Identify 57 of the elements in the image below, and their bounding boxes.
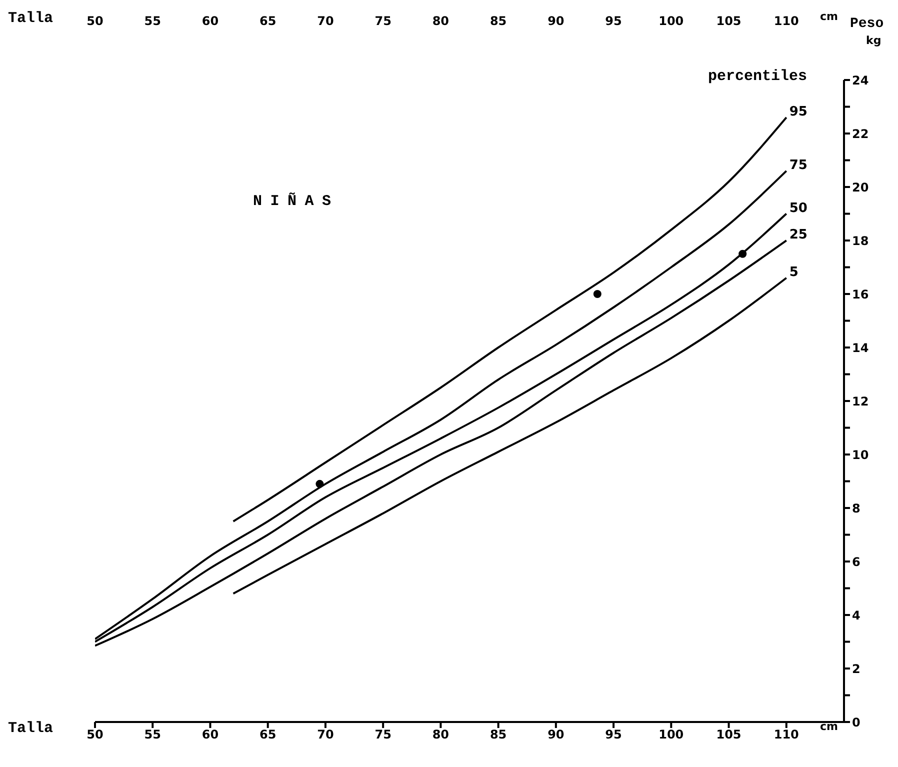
line-series <box>232 116 788 522</box>
y-tick-label: 16 <box>852 287 869 302</box>
x2-tick-label: 95 <box>605 14 622 28</box>
point <box>593 290 602 298</box>
text: NIÑAS <box>253 193 340 210</box>
series-label: 95 <box>789 104 808 120</box>
x2-tick-label: 80 <box>432 14 450 28</box>
x-tick-label: 65 <box>259 728 276 742</box>
y-tick-label: 18 <box>852 234 869 248</box>
x-tick-label: 95 <box>605 728 622 742</box>
y-tick-label: 2 <box>852 662 860 676</box>
line-series <box>232 276 788 595</box>
y-tick-label: 6 <box>852 554 860 569</box>
x-tick-label: 110 <box>774 728 799 742</box>
x-tick-label: 50 <box>86 728 104 742</box>
y-tick-label: 20 <box>852 180 869 194</box>
y-axis-title: Peso <box>850 16 884 32</box>
y-tick-label: 12 <box>852 394 869 408</box>
x-tick-label: 75 <box>374 728 392 742</box>
x2-tick-label: 105 <box>716 14 742 28</box>
y-tick-label: 24 <box>852 73 869 88</box>
y-tick-label: 0 <box>852 715 860 730</box>
x2-tick-label: 55 <box>144 14 161 28</box>
series-label: 50 <box>789 200 808 216</box>
x-tick-label: 80 <box>432 728 450 742</box>
x-tick-label: 100 <box>658 728 684 742</box>
x-tick-label: 70 <box>317 728 334 742</box>
y-tick-label: 8 <box>852 501 860 516</box>
x2-tick-label: 70 <box>317 14 334 28</box>
x2-tick-label: 75 <box>374 14 392 28</box>
x2-tick-label: 50 <box>86 14 104 28</box>
x-tick-label: 60 <box>202 728 219 742</box>
y-tick-label: 4 <box>852 608 860 622</box>
series-label: 5 <box>789 264 798 280</box>
x2-tick-label: 60 <box>202 14 219 28</box>
x-tick-label: 105 <box>716 728 742 742</box>
y-tick-label: 10 <box>852 448 869 462</box>
x2-tick-label: 110 <box>774 14 799 28</box>
x-tick-label: 90 <box>548 728 564 742</box>
text: cm <box>820 10 838 23</box>
y-tick-label: 14 <box>852 340 869 355</box>
series-label: 25 <box>789 228 808 242</box>
x2-tick-label: 100 <box>658 14 684 28</box>
x2-tick-label: 90 <box>548 14 564 28</box>
series-label: 75 <box>789 158 808 173</box>
x-tick-label: 85 <box>490 728 507 742</box>
text: kg <box>866 34 882 47</box>
point <box>316 480 324 488</box>
x-axis-title: Talla <box>8 720 54 737</box>
point <box>738 250 747 258</box>
x2-axis-title: Talla <box>8 10 54 27</box>
x-tick-label: 55 <box>144 728 161 742</box>
annotation: cm <box>820 720 838 733</box>
x2-tick-label: 85 <box>490 14 507 28</box>
y-tick-label: 22 <box>852 126 869 141</box>
legend-title: percentiles <box>708 68 808 85</box>
x2-tick-label: 65 <box>259 14 276 28</box>
